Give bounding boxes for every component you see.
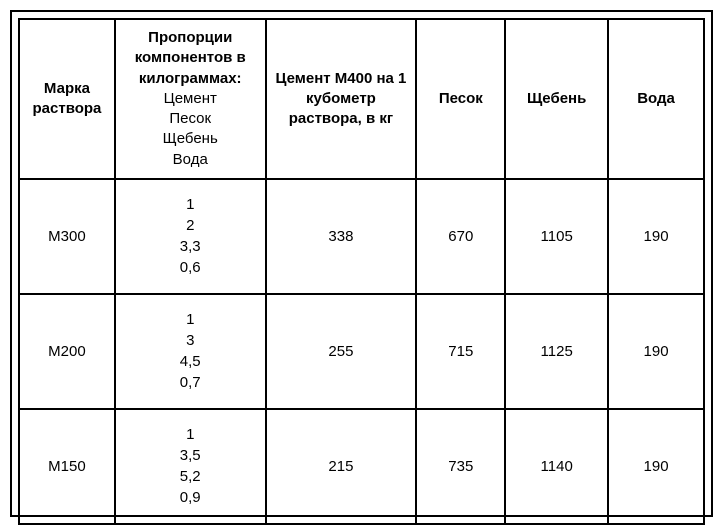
- header-sand-text: Песок: [439, 90, 483, 107]
- cell-ratios: 13,55,20,9: [115, 409, 266, 524]
- header-cement-text: Цемент М400 на 1 кубометр раствора, в кг: [275, 70, 406, 128]
- header-proportions: Пропорции компонентов в килограммах: Цем…: [115, 19, 266, 179]
- cell-water: 190: [608, 294, 704, 409]
- cell-water: 190: [608, 179, 704, 294]
- table-header-row: Марка раствора Пропорции компонентов в к…: [19, 19, 704, 179]
- header-gravel-text: Щебень: [527, 90, 586, 107]
- header-grade: Марка раствора: [19, 19, 115, 179]
- cell-cement: 255: [266, 294, 417, 409]
- header-cement: Цемент М400 на 1 кубометр раствора, в кг: [266, 19, 417, 179]
- header-water: Вода: [608, 19, 704, 179]
- table-outer-border: Марка раствора Пропорции компонентов в к…: [10, 10, 713, 517]
- cell-sand: 735: [416, 409, 505, 524]
- cell-gravel: 1140: [505, 409, 608, 524]
- cell-sand: 715: [416, 294, 505, 409]
- header-gravel: Щебень: [505, 19, 608, 179]
- cell-grade: М200: [19, 294, 115, 409]
- cell-gravel: 1105: [505, 179, 608, 294]
- cell-grade: М300: [19, 179, 115, 294]
- cell-sand: 670: [416, 179, 505, 294]
- concrete-mix-table: Марка раствора Пропорции компонентов в к…: [18, 18, 705, 525]
- cell-ratios: 123,30,6: [115, 179, 266, 294]
- cell-water: 190: [608, 409, 704, 524]
- cell-cement: 338: [266, 179, 417, 294]
- table-row: М300 123,30,6 338 670 1105 190: [19, 179, 704, 294]
- header-proportions-bold: Пропорции компонентов в килограммах:: [135, 29, 246, 87]
- table-row: М200 134,50,7 255 715 1125 190: [19, 294, 704, 409]
- table-row: М150 13,55,20,9 215 735 1140 190: [19, 409, 704, 524]
- header-sand: Песок: [416, 19, 505, 179]
- cell-gravel: 1125: [505, 294, 608, 409]
- header-grade-text: Марка раствора: [33, 80, 102, 117]
- cell-cement: 215: [266, 409, 417, 524]
- header-proportions-list: ЦементПесокЩебеньВода: [163, 90, 218, 168]
- cell-grade: М150: [19, 409, 115, 524]
- table-body: М300 123,30,6 338 670 1105 190 М200 134,…: [19, 179, 704, 524]
- header-water-text: Вода: [637, 90, 675, 107]
- cell-ratios: 134,50,7: [115, 294, 266, 409]
